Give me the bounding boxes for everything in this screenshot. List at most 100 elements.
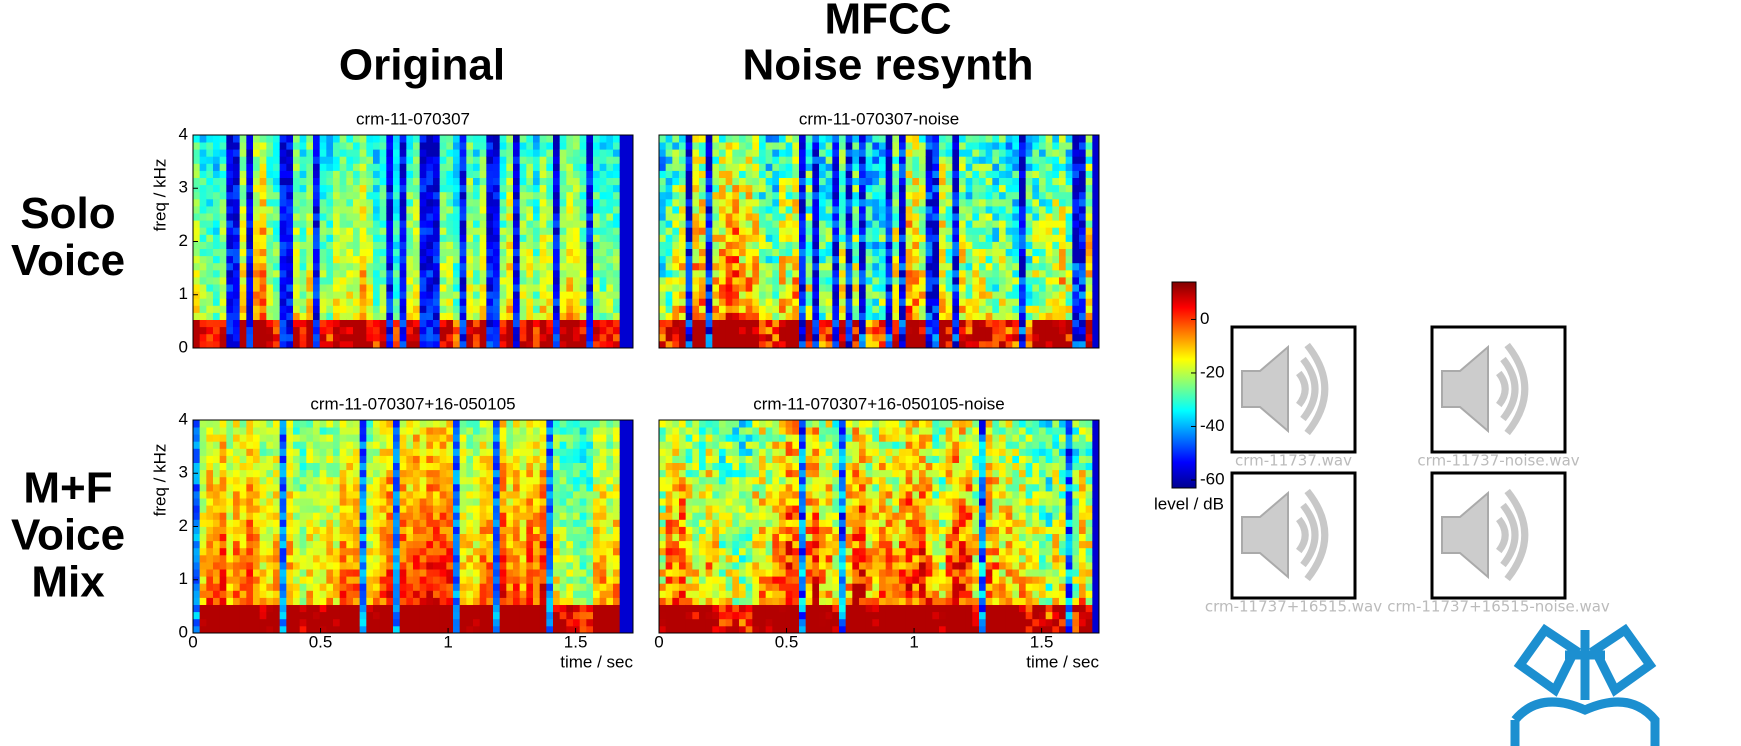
spectrogram-cell: [540, 199, 547, 207]
spectrogram-cell: [560, 298, 567, 306]
spectrogram-cell: [206, 590, 213, 598]
spectrogram-cell: [566, 334, 573, 342]
spectrogram-cell: [233, 277, 240, 285]
spectrogram-cell: [220, 206, 227, 214]
spectrogram-cell: [306, 135, 313, 143]
spectrogram-cell: [932, 320, 939, 328]
spectrogram-cell: [1032, 135, 1039, 143]
spectrogram-cell: [1066, 305, 1073, 313]
spectrogram-cell: [353, 583, 360, 591]
spectrogram-cell: [826, 249, 833, 257]
spectrogram-cell: [300, 583, 307, 591]
spectrogram-cell: [1032, 234, 1039, 242]
spectrogram-cell: [952, 341, 959, 349]
spectrogram-cell: [659, 142, 666, 150]
spectrogram-cell: [819, 234, 826, 242]
spectrogram-cell: [606, 256, 613, 264]
spectrogram-cell: [992, 270, 999, 278]
spectrogram-cell: [852, 341, 859, 349]
spectrogram-cell: [839, 149, 846, 157]
spectrogram-cell: [759, 341, 766, 349]
spectrogram-cell: [320, 590, 327, 598]
spectrogram-cell: [1026, 185, 1033, 193]
spectrogram-cell: [253, 334, 260, 342]
spectrogram-cell: [313, 135, 320, 143]
spectrogram-cell: [792, 185, 799, 193]
spectrogram-cell: [899, 291, 906, 299]
spectrogram-cell: [333, 305, 340, 313]
spectrogram-cell: [193, 206, 200, 214]
spectrogram-cell: [832, 305, 839, 313]
spectrogram-cell: [280, 142, 287, 150]
column-header: Original: [339, 41, 505, 90]
spectrogram-cell: [306, 555, 313, 563]
spectrogram-cell: [859, 185, 866, 193]
spectrogram-cell: [313, 505, 320, 513]
spectrogram-cell: [220, 527, 227, 535]
spectrogram-cell: [739, 284, 746, 292]
spectrogram-cell: [879, 227, 886, 235]
spectrogram-cell: [979, 213, 986, 221]
spectrogram-cell: [732, 227, 739, 235]
spectrogram-cell: [346, 178, 353, 186]
spectrogram-cell: [206, 456, 213, 464]
spectrogram-cell: [313, 185, 320, 193]
spectrogram-cell: [779, 313, 786, 321]
spectrogram-cell: [333, 512, 340, 520]
spectrogram-cell: [686, 291, 693, 299]
spectrogram-cell: [300, 220, 307, 228]
spectrogram-cell: [1039, 220, 1046, 228]
spectrogram-cell: [473, 142, 480, 150]
spectrogram-cell: [906, 327, 913, 335]
spectrogram-cell: [420, 334, 427, 342]
spectrogram-cell: [346, 583, 353, 591]
spectrogram-cell: [679, 178, 686, 186]
spectrogram-cell: [899, 220, 906, 228]
spectrogram-cell: [1006, 142, 1013, 150]
spectrogram-cell: [246, 470, 253, 478]
spectrogram-cell: [500, 135, 507, 143]
spectrogram-cell: [213, 534, 220, 542]
spectrogram-cell: [772, 171, 779, 179]
spectrogram-cell: [1039, 227, 1046, 235]
spectrogram-cell: [300, 576, 307, 584]
spectrogram-cell: [226, 484, 233, 492]
spectrogram-cell: [779, 220, 786, 228]
spectrogram-cell: [1019, 185, 1026, 193]
spectrogram-cell: [466, 171, 473, 179]
spectrogram-cell: [360, 612, 367, 620]
spectrogram-cell: [313, 548, 320, 556]
spectrogram-cell: [346, 298, 353, 306]
spectrogram-cell: [400, 569, 407, 577]
spectrogram-cell: [293, 576, 300, 584]
spectrogram-cell: [1052, 199, 1059, 207]
spectrogram-cell: [333, 541, 340, 549]
spectrogram-cell: [373, 427, 380, 435]
spectrogram-cell: [386, 541, 393, 549]
spectrogram-cell: [1006, 341, 1013, 349]
spectrogram-cell: [246, 626, 253, 634]
spectrogram-cell: [1012, 185, 1019, 193]
spectrogram-cell: [380, 420, 387, 428]
spectrogram-cell: [1079, 291, 1086, 299]
spectrogram-cell: [200, 512, 207, 520]
spectrogram-cell: [679, 199, 686, 207]
spectrogram-cell: [493, 242, 500, 250]
spectrogram-cell: [546, 320, 553, 328]
spectrogram-cell: [906, 192, 913, 200]
spectrogram-cell: [500, 185, 507, 193]
spectrogram-cell: [440, 185, 447, 193]
spectrogram-cell: [213, 327, 220, 335]
spectrogram-cell: [340, 185, 347, 193]
spectrogram-cell: [400, 320, 407, 328]
spectrogram-cell: [200, 334, 207, 342]
spectrogram-cell: [966, 206, 973, 214]
spectrogram-cell: [746, 156, 753, 164]
spectrogram-cell: [373, 298, 380, 306]
spectrogram-cell: [380, 512, 387, 520]
spectrogram-cell: [360, 227, 367, 235]
spectrogram-cell: [1032, 192, 1039, 200]
spectrogram-cell: [306, 612, 313, 620]
spectrogram-cell: [919, 227, 926, 235]
spectrogram-cell: [719, 213, 726, 221]
